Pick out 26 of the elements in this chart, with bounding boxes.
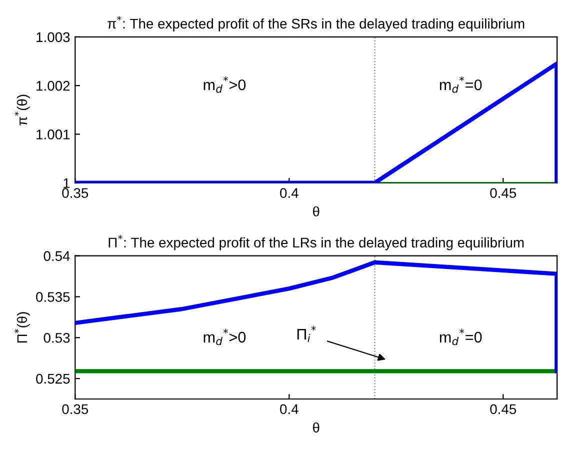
y-tick-label: 0.53	[44, 332, 70, 343]
y-tick-label: 1.003	[36, 32, 70, 42]
x-tick-label: 0.35	[62, 188, 88, 198]
annotation: m$_{d}$$^{*}$=0	[440, 328, 482, 346]
x-tick-label: 0.4	[280, 404, 298, 414]
x-tick-label: 0.45	[490, 404, 516, 414]
x-tick-label: 0.4	[280, 188, 298, 198]
x-tick-label: 0.35	[62, 404, 88, 414]
annotation: m$_{d}$$^{*}$>0	[204, 76, 246, 93]
annotation: m$_{d}$$^{*}$>0	[204, 328, 246, 346]
y-tick-label: 1	[64, 178, 70, 188]
x-axis-title: θ	[312, 422, 320, 433]
x-axis-title: θ	[312, 206, 320, 216]
line-series	[75, 260, 558, 374]
y-axis-title: Π$^{*}$(θ)	[14, 312, 30, 343]
annotation: Π$_{i}$$^{*}$	[297, 326, 316, 342]
y-tick-label: 0.535	[36, 292, 70, 302]
annotation: m$_{d}$$^{*}$=0	[440, 76, 482, 93]
y-tick-label: 0.54	[44, 251, 70, 261]
y-tick-label: 0.525	[36, 374, 70, 384]
chart-title: Π$^{*}$: The expected profit of the LRs in the delayed trading equilibrium	[108, 234, 524, 250]
y-tick-label: 1.002	[36, 80, 70, 91]
x-tick-label: 0.45	[490, 188, 516, 198]
y-axis-title: π$^{*}$(θ)	[14, 94, 30, 126]
chart-title: π$^{*}$: The expected profit of the SRs in the delayed trading equilibrium	[108, 16, 524, 32]
y-tick-label: 1.001	[36, 130, 70, 140]
